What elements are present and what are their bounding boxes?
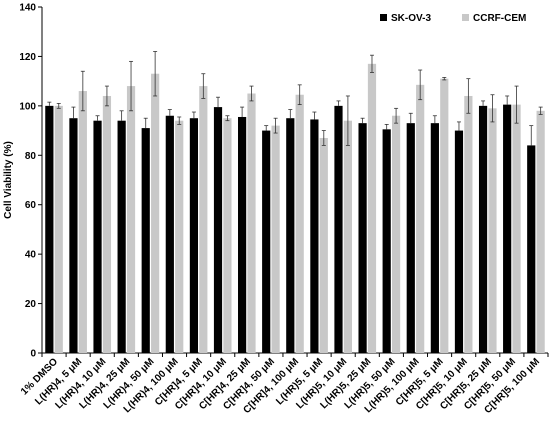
bar (286, 118, 295, 353)
legend-swatch (462, 14, 469, 21)
bar (271, 125, 280, 353)
y-axis-label: Cell Viability (%) (3, 141, 14, 219)
bar (512, 104, 521, 353)
bar (262, 130, 271, 353)
bar (102, 95, 112, 353)
legend-label: CCRF-CEM (473, 13, 526, 24)
y-tick-label: 140 (19, 3, 36, 14)
bar (391, 115, 401, 353)
bar (503, 104, 512, 353)
bar (45, 105, 54, 353)
bar (69, 118, 78, 353)
bar (238, 116, 247, 353)
bar (175, 120, 184, 353)
bar (310, 119, 319, 353)
bar (151, 73, 160, 353)
axes (38, 6, 549, 357)
bar (319, 137, 328, 353)
bar (141, 128, 150, 353)
y-tick-label: 20 (25, 299, 37, 310)
error-bars (47, 51, 543, 146)
bar (117, 120, 126, 353)
bar (488, 108, 497, 353)
y-tick-label: 80 (25, 151, 37, 162)
bar (416, 84, 425, 353)
bars (45, 63, 545, 354)
bar (165, 115, 174, 353)
bar (527, 145, 536, 353)
bar (78, 91, 87, 354)
bar (367, 63, 377, 353)
bar (478, 105, 488, 353)
bar (213, 107, 223, 353)
bar (93, 120, 102, 353)
legend-label: SK-OV-3 (391, 13, 431, 24)
bar (454, 130, 464, 353)
y-tick-labels: 0 20 40 60 80 100 120 140 (19, 3, 36, 360)
bar (247, 93, 256, 353)
y-tick-label: 100 (19, 101, 36, 112)
y-tick-label: 120 (19, 52, 36, 63)
bar (464, 95, 473, 353)
bar (343, 120, 352, 353)
bar (189, 118, 199, 353)
y-tick-label: 40 (25, 250, 37, 261)
legend-swatch (380, 14, 387, 21)
bar (295, 94, 304, 353)
y-tick-label: 0 (30, 349, 36, 360)
bar (199, 86, 208, 353)
bar (406, 123, 415, 354)
bar (430, 123, 439, 354)
legend: SK-OV-3 CCRF-CEM (380, 13, 526, 24)
bar (223, 118, 232, 353)
bar (358, 123, 367, 354)
bar (334, 105, 343, 353)
bar (126, 86, 136, 353)
bar (440, 78, 449, 354)
bar (382, 129, 391, 353)
y-tick-label: 60 (25, 200, 37, 211)
bar (536, 110, 545, 353)
bar (54, 105, 63, 353)
